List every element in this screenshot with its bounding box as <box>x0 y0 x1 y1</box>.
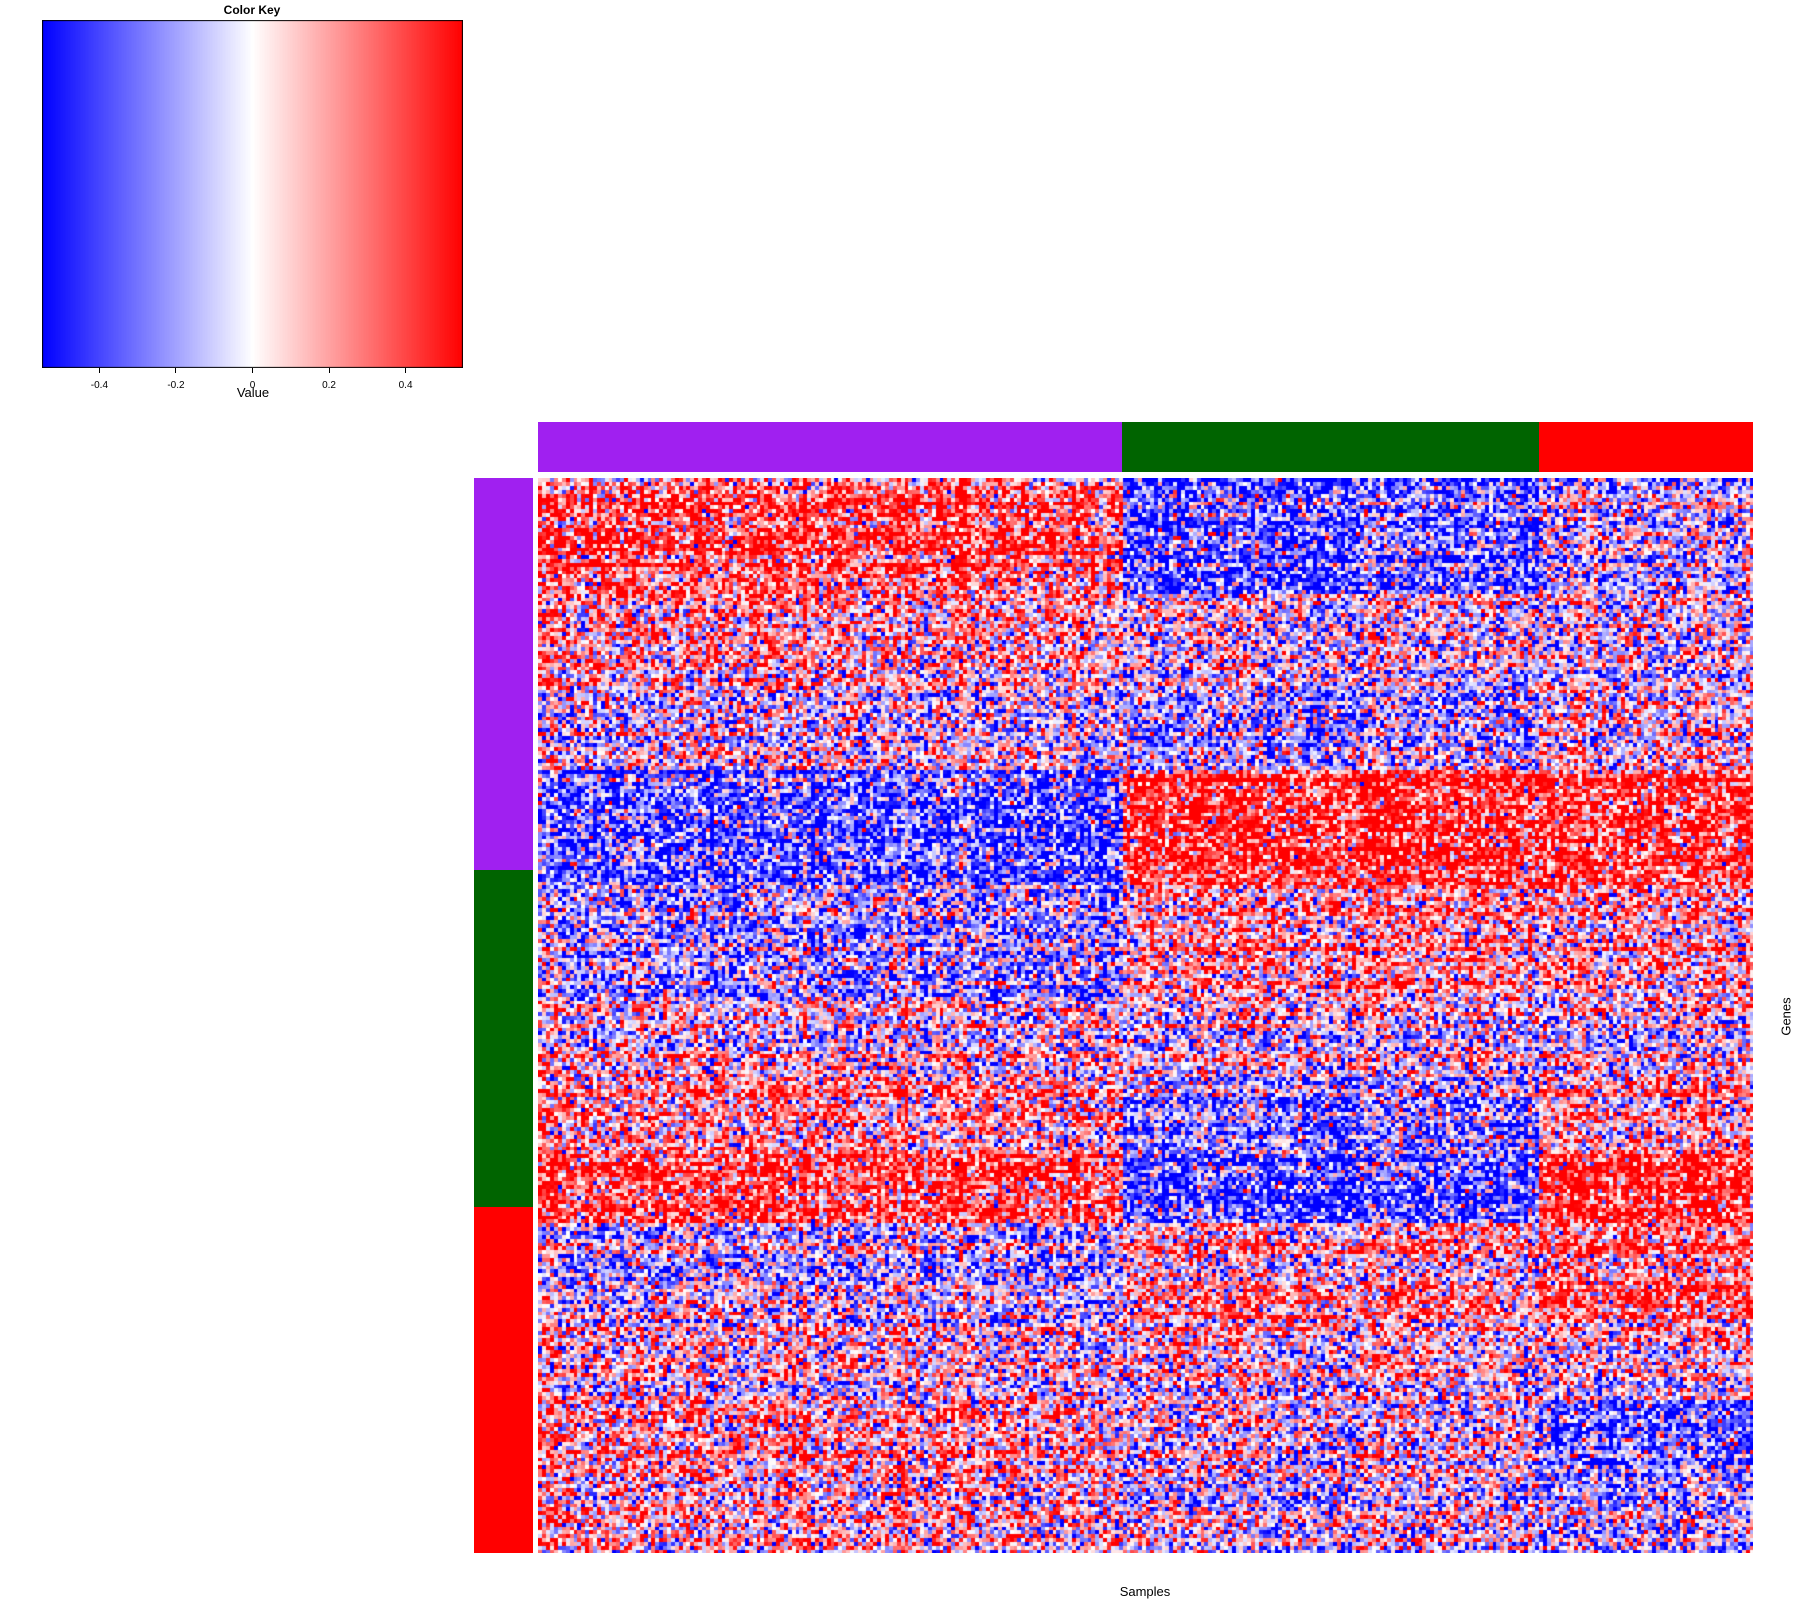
color-key-tick <box>175 368 177 373</box>
x-axis-label: Samples <box>1119 1584 1171 1599</box>
column-group-bar-green <box>1122 422 1539 472</box>
color-key-tick-label: -0.4 <box>90 380 109 391</box>
color-key-tick <box>252 368 253 373</box>
color-key-tick-label: 0.2 <box>322 380 336 391</box>
column-group-bar-purple <box>538 422 1123 472</box>
color-key-axis-label: Value <box>236 385 270 400</box>
color-key-tick <box>405 368 407 373</box>
color-key-tick <box>328 368 330 373</box>
color-key-gradient <box>42 20 463 368</box>
color-key-title: Color Key <box>223 3 281 17</box>
color-key-tick-label: -0.2 <box>167 380 185 391</box>
color-key-tick-label: 0.4 <box>398 380 413 391</box>
color-key-tick-label: 0 <box>249 380 256 391</box>
heatmap-cells <box>538 478 1753 1553</box>
row-group-bar-red <box>474 1207 533 1553</box>
row-group-bar-purple <box>474 478 533 870</box>
y-axis-label: Genes <box>1778 997 1794 1036</box>
color-key-tick <box>98 368 100 373</box>
column-group-bar-red <box>1538 422 1753 472</box>
row-group-bar-green <box>474 869 533 1208</box>
